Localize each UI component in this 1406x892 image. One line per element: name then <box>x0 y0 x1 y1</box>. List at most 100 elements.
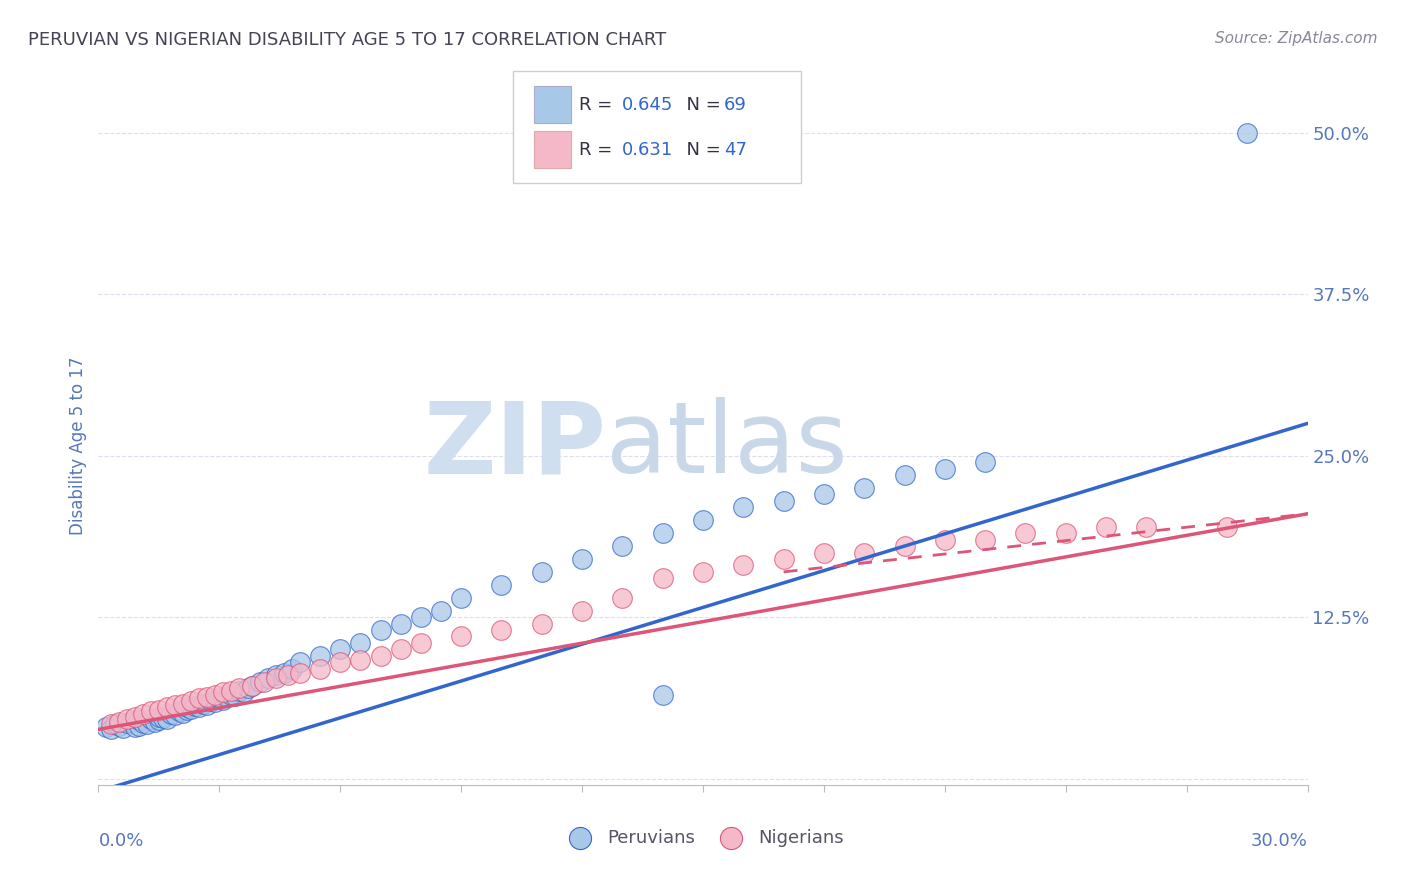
Point <box>409 636 432 650</box>
Point <box>309 662 332 676</box>
Point <box>148 714 170 728</box>
Point <box>281 662 304 676</box>
Point <box>148 703 170 717</box>
Point <box>934 533 956 547</box>
Point <box>450 630 472 644</box>
Point <box>135 717 157 731</box>
Point <box>813 487 835 501</box>
Point <box>240 679 263 693</box>
Point <box>228 683 250 698</box>
Point <box>228 681 250 695</box>
Point <box>430 604 453 618</box>
Point <box>176 703 198 717</box>
Point <box>128 718 150 732</box>
Point <box>370 648 392 663</box>
Point <box>100 723 122 737</box>
Point <box>152 711 174 725</box>
Point <box>612 591 634 605</box>
Point <box>143 714 166 729</box>
Point <box>1216 519 1239 533</box>
Text: ZIP: ZIP <box>423 398 606 494</box>
Point <box>288 665 311 680</box>
Point <box>195 690 218 705</box>
Point <box>132 716 155 731</box>
Point <box>450 591 472 605</box>
Point <box>772 494 794 508</box>
Point <box>107 714 129 729</box>
Point <box>180 702 202 716</box>
Point <box>163 698 186 712</box>
Point <box>160 706 183 721</box>
Point <box>188 700 211 714</box>
Text: 47: 47 <box>724 141 747 159</box>
Point <box>491 578 513 592</box>
Point <box>813 545 835 559</box>
Point <box>240 679 263 693</box>
Point <box>172 697 194 711</box>
Point <box>1095 519 1118 533</box>
Point <box>236 681 259 695</box>
Point <box>329 642 352 657</box>
Point <box>1014 526 1036 541</box>
Point <box>204 688 226 702</box>
Point <box>224 689 246 703</box>
Point <box>212 685 235 699</box>
Point <box>733 500 755 515</box>
Point <box>309 648 332 663</box>
Point <box>571 604 593 618</box>
Point <box>132 706 155 721</box>
Point <box>893 468 915 483</box>
Point <box>288 655 311 669</box>
Point <box>176 700 198 714</box>
Point <box>221 688 243 702</box>
Point <box>692 513 714 527</box>
Point <box>107 718 129 732</box>
Point <box>370 623 392 637</box>
Point <box>195 698 218 712</box>
Point <box>253 674 276 689</box>
Point <box>100 717 122 731</box>
Point <box>180 694 202 708</box>
Point <box>1135 519 1157 533</box>
Point <box>232 685 254 699</box>
Point <box>409 610 432 624</box>
Point <box>217 690 239 705</box>
Point <box>156 712 179 726</box>
Point <box>491 623 513 637</box>
Point <box>1236 126 1258 140</box>
Text: 30.0%: 30.0% <box>1251 832 1308 850</box>
Legend: Peruvians, Nigerians: Peruvians, Nigerians <box>555 822 851 854</box>
Point <box>349 653 371 667</box>
Point <box>733 558 755 573</box>
Point <box>853 481 876 495</box>
Text: atlas: atlas <box>606 398 848 494</box>
Point <box>389 642 412 657</box>
Point <box>772 552 794 566</box>
Point <box>188 691 211 706</box>
Point <box>208 691 231 706</box>
Point <box>120 714 142 729</box>
Point <box>221 683 243 698</box>
Point <box>148 709 170 723</box>
Point <box>389 616 412 631</box>
Point <box>530 565 553 579</box>
Point <box>256 671 278 685</box>
Point <box>692 565 714 579</box>
Text: R =: R = <box>579 141 624 159</box>
Text: N =: N = <box>675 95 727 113</box>
Point <box>193 697 215 711</box>
Point <box>156 700 179 714</box>
Point <box>934 461 956 475</box>
Point <box>277 668 299 682</box>
Point <box>167 704 190 718</box>
Point <box>974 455 997 469</box>
Text: PERUVIAN VS NIGERIAN DISABILITY AGE 5 TO 17 CORRELATION CHART: PERUVIAN VS NIGERIAN DISABILITY AGE 5 TO… <box>28 31 666 49</box>
Text: N =: N = <box>675 141 727 159</box>
Point <box>264 668 287 682</box>
Point <box>111 721 134 735</box>
Point <box>273 665 295 680</box>
Point <box>212 692 235 706</box>
Point <box>115 712 138 726</box>
Point <box>184 699 207 714</box>
Point <box>139 712 162 726</box>
